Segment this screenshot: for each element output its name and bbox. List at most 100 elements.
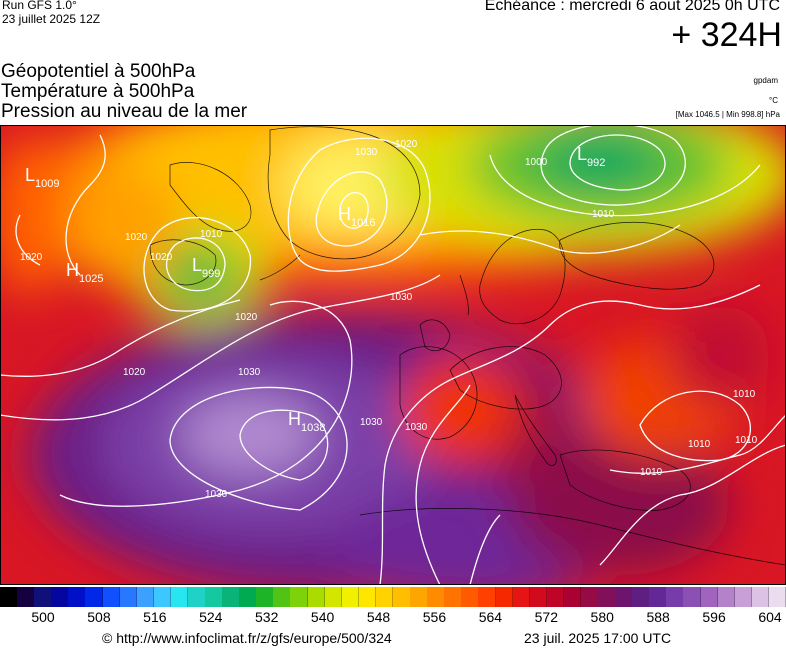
isobar-label: 1030: [390, 292, 413, 303]
isobar-label: 1010: [640, 467, 663, 478]
colorbar: [0, 587, 786, 607]
colorbar-swatch: [563, 587, 582, 607]
colorbar-swatch: [666, 587, 684, 607]
isobar-label: 1020: [123, 367, 146, 378]
colorbar-swatch: [341, 587, 360, 607]
isobar-label: 1030: [360, 417, 383, 428]
colorbar-tick-label: 508: [87, 609, 111, 625]
colorbar-swatch: [170, 587, 189, 607]
copyright-url[interactable]: © http://www.infoclimat.fr/z/gfs/europe/…: [102, 630, 392, 646]
colorbar-swatch: [68, 587, 86, 607]
colorbar-swatch: [598, 587, 616, 607]
colorbar-swatch: [461, 587, 479, 607]
colorbar-swatch: [410, 587, 428, 607]
colorbar-swatch: [85, 587, 103, 607]
colorbar-swatch: [546, 587, 565, 607]
valid-time: Echéance : mercredi 6 aout 2025 0h UTC: [484, 0, 780, 14]
high-pressure-center: H1038: [288, 409, 325, 434]
colorbar-swatch: [324, 587, 343, 607]
colorbar-swatch: [239, 587, 257, 607]
colorbar-tick-label: 556: [422, 609, 447, 625]
high-pressure-center: H1016: [338, 204, 375, 229]
colorbar-swatch: [358, 587, 377, 607]
isobar-labels: 1020 1020 1020 1020 1030 1030 1030 1030 …: [20, 139, 758, 500]
isobar-label: 1020: [20, 252, 43, 263]
isobar-label: 1030: [355, 147, 378, 158]
high-pressure-center: H1025: [66, 260, 103, 285]
colorbar-swatch: [632, 587, 650, 607]
title-geopotential: Géopotentiel à 500hPa: [1, 61, 196, 82]
colorbar-swatch: [478, 587, 496, 607]
lead-time: + 324H: [671, 16, 782, 54]
isobar-label: 1010: [200, 229, 223, 240]
title-pressure: Pression au niveau de la mer: [1, 101, 248, 122]
weather-map[interactable]: 1020 1020 1020 1020 1030 1030 1030 1030 …: [0, 125, 786, 585]
colorbar-swatch: [119, 587, 138, 607]
pressure-centers: L1009 H1025 L999 H1016 L992 H1038: [25, 144, 605, 434]
colorbar-tick-label: 524: [199, 609, 223, 625]
low-pressure-center: L1009: [25, 165, 60, 190]
isobar-label: 1010: [592, 209, 615, 220]
colorbar-swatch: [512, 587, 531, 607]
colorbar-tick-label: 588: [646, 609, 670, 625]
colorbar-tick-label: 540: [310, 609, 335, 625]
colorbar-swatch: [717, 587, 736, 607]
colorbar-swatch: [0, 587, 18, 607]
colorbar-swatch: [580, 587, 599, 607]
isobar-label: 1020: [150, 252, 173, 263]
colorbar-swatch: [393, 587, 411, 607]
colorbar-swatch: [136, 587, 155, 607]
colorbar-swatch: [768, 587, 786, 607]
colorbar-tick-label: 604: [758, 609, 782, 625]
colorbar-swatch: [751, 587, 770, 607]
colorbar-swatch: [17, 587, 35, 607]
colorbar-swatch: [205, 587, 223, 607]
colorbar-swatch: [273, 587, 291, 607]
isobar-label: 1030: [205, 489, 228, 500]
colorbar-tick-label: 516: [143, 609, 167, 625]
colorbar-swatch: [615, 587, 633, 607]
isobar-label: 1010: [735, 435, 758, 446]
low-pressure-center: L992: [577, 144, 605, 169]
max-min-pressure: [Max 1046.5 | Min 998.8] hPa: [675, 110, 780, 119]
isobar-label: 1020: [125, 232, 148, 243]
colorbar-swatch: [290, 587, 309, 607]
colorbar-swatch: [375, 587, 394, 607]
isobar-label: 1010: [688, 439, 711, 450]
colorbar-tick-label: 548: [366, 609, 391, 625]
unit-geopotential: gpdam: [753, 76, 778, 85]
colorbar-swatch: [51, 587, 69, 607]
colorbar-swatch: [649, 587, 667, 607]
colorbar-tick-label: 580: [590, 609, 614, 625]
colorbar-tick-label: 596: [702, 609, 726, 625]
colorbar-swatch: [307, 587, 326, 607]
colorbar-swatch: [256, 587, 274, 607]
title-temperature: Température à 500hPa: [1, 81, 195, 102]
isobar-label: 1020: [395, 139, 418, 150]
colorbar-tick-label: 532: [255, 609, 279, 625]
run-label: Run GFS 1.0°: [2, 0, 77, 12]
colorbar-swatch: [529, 587, 548, 607]
isobar-label: 1020: [235, 312, 258, 323]
colorbar-tick-label: 564: [478, 609, 503, 625]
generation-date: 23 juil. 2025 17:00 UTC: [524, 630, 672, 646]
isobar-label: 1030: [405, 422, 428, 433]
colorbar-swatch: [34, 587, 52, 607]
colorbar-swatch: [700, 587, 719, 607]
colorbar-labels: 500 508 516 524 532 540 548 556 564 572 580 588 596 6…: [0, 609, 786, 627]
isobar-label: 1000: [525, 157, 548, 168]
colorbar-swatch: [153, 587, 172, 607]
colorbar-swatch: [187, 587, 206, 607]
colorbar-tick-label: 500: [31, 609, 55, 625]
colorbar-swatch: [683, 587, 702, 607]
colorbar-swatch: [495, 587, 514, 607]
colorbar-swatch: [734, 587, 753, 607]
coastlines: [149, 126, 786, 566]
colorbar-swatch: [427, 587, 445, 607]
colorbar-tick-label: 572: [534, 609, 558, 625]
isobar-label: 1030: [238, 367, 261, 378]
low-pressure-center: L999: [192, 255, 220, 280]
colorbar-swatch: [222, 587, 240, 607]
colorbar-swatch: [102, 587, 121, 607]
isobars: [0, 125, 786, 585]
